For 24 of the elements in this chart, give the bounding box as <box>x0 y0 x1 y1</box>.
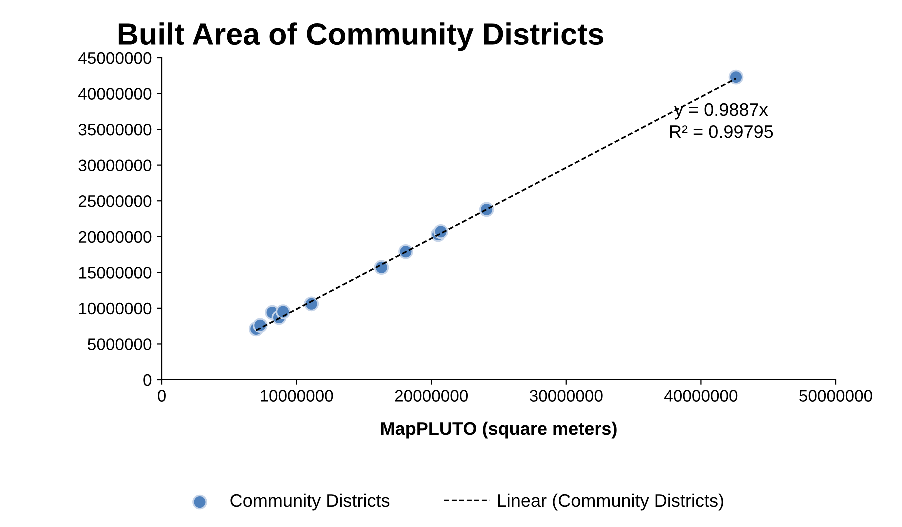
x-axis-title: MapPLUTO (square meters) <box>381 422 617 439</box>
y-tick-label: 20000000 <box>78 231 152 244</box>
x-tick-label: 30000000 <box>530 390 603 402</box>
x-tick-label: 40000000 <box>664 390 738 402</box>
point <box>728 70 744 85</box>
y-tick-label: 35000000 <box>78 124 152 136</box>
point <box>276 304 291 320</box>
x-tick-label: 50000000 <box>800 390 872 402</box>
legend-label: Community Districts <box>230 494 390 511</box>
y-tick-label: 15000000 <box>79 267 152 279</box>
y-tick-label: 5000000 <box>88 338 152 350</box>
y-tick-label: 10000000 <box>79 302 152 315</box>
chart-title: Built Area of Community Districts <box>118 22 604 52</box>
y-tick-label: 0 <box>144 374 152 386</box>
y-tick-label: 25000000 <box>78 196 152 208</box>
point <box>304 296 320 312</box>
x-tick-label: 20000000 <box>395 390 468 402</box>
y-tick-label: 40000000 <box>78 88 152 100</box>
legend-label: Linear (Community Districts) <box>498 494 724 511</box>
x-tick-label: 10000000 <box>261 390 334 402</box>
x-tick-label: 0 <box>158 390 166 402</box>
y-tick-label: 45000000 <box>78 52 152 64</box>
point <box>398 244 414 260</box>
y-tick-label: 30000000 <box>78 160 152 172</box>
